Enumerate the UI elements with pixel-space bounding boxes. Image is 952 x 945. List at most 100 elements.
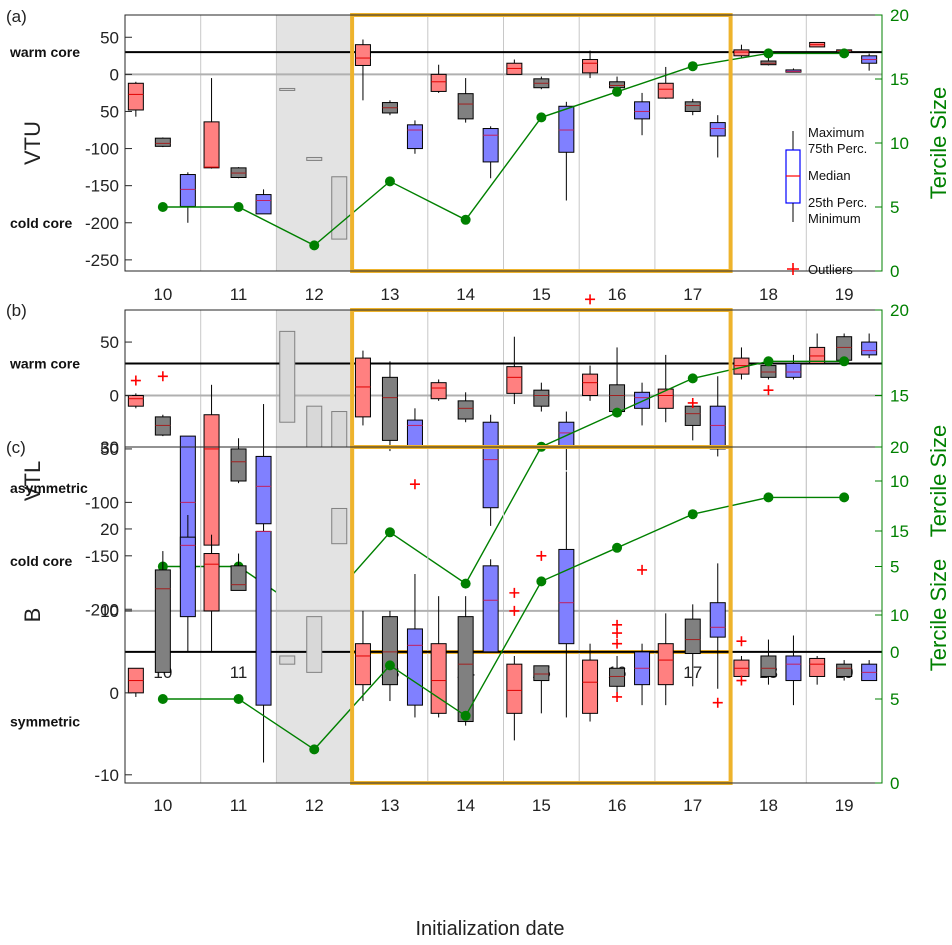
box-t2 [154,137,171,147]
outlier-marker [637,564,648,575]
y-tick-label: -10 [94,766,119,785]
box-t2 [609,667,626,687]
legend-p25: 25th Perc. [808,195,867,210]
y2-tick-label: 5 [890,558,899,577]
outlier-marker [736,636,747,647]
box-t3 [482,565,499,653]
y-axis-label: VTU [20,121,45,165]
y2-axis-label: Tercile Size [926,425,951,537]
x-tick-label: 11 [230,796,248,815]
core-annotation: asymmetric [10,480,88,496]
y-axis-label: VTL [20,461,45,501]
tercile-size-point [839,48,850,59]
box-t3 [785,655,802,682]
legend-p75: 75th Perc. [808,141,867,156]
y-axis-label: B [20,608,45,623]
legend-maximum: Maximum [808,125,864,140]
outlier-marker [612,628,623,639]
x-tick-label: 10 [153,285,172,304]
box-t3 [558,105,575,153]
tercile-size-point [233,694,244,704]
y2-tick-label: 10 [890,472,909,491]
box-t1 [354,44,371,66]
outlier-marker [763,385,774,396]
box-t3 [255,194,272,215]
box-t3 [785,362,802,378]
box-t3 [634,101,651,120]
box-t1 [430,73,447,92]
x-tick-label: 10 [153,796,172,815]
box-t1 [430,643,447,714]
x-tick-label: 18 [759,285,778,304]
box-t2 [609,384,626,413]
box-t1 [279,87,296,91]
box-t1 [506,366,523,394]
box-t1 [430,382,447,400]
tercile-size-point [612,542,623,553]
box-t3 [406,628,423,706]
tercile-size-point [763,492,774,503]
y-tick-label: -150 [85,547,119,566]
box-t2 [836,663,853,677]
box-t1 [657,388,674,409]
box-t2 [381,616,398,686]
panel-tag: (b) [6,301,27,320]
box-t3 [482,421,499,509]
y-tick-label: -100 [85,493,119,512]
tercile-size-point [384,176,395,187]
tercile-size-point [536,112,547,123]
x-tick-label: 19 [835,285,854,304]
tercile-size-point [612,407,623,418]
y2-tick-label: 5 [890,690,899,709]
box-t1 [354,643,371,686]
box-t3 [179,174,196,207]
y-tick-label: 10 [100,602,119,621]
box-t2 [760,655,777,677]
x-tick-label: 11 [230,663,248,682]
tercile-size-point [612,86,623,97]
x-tick-label: 14 [456,796,475,815]
box-t2 [457,616,474,723]
box-t2 [154,416,171,436]
x-tick-label: 17 [683,796,702,815]
box-t1 [127,82,144,111]
y2-tick-label: 10 [890,134,909,153]
box-t1 [809,657,826,677]
box-t1 [506,663,523,714]
x-tick-label: 16 [608,796,627,815]
panel-tag: (a) [6,7,27,26]
box-t2 [306,156,323,161]
legend-minimum: Minimum [808,211,861,226]
y2-tick-label: 10 [890,606,909,625]
y-tick-label: 30 [100,438,119,457]
y2-tick-label: 5 [890,198,899,217]
box-t1 [279,655,296,665]
box-t2 [457,400,474,420]
tercile-size-point [839,356,850,367]
tercile-size-point [460,710,471,721]
outlier-marker [536,550,547,561]
x-axis-label: Initialization date [416,918,565,940]
y-tick-label: -200 [85,600,119,619]
box-t3 [255,530,272,706]
y2-tick-label: 20 [890,301,909,320]
box-t3 [406,124,423,150]
outlier-marker [157,371,168,382]
y2-tick-label: 15 [890,70,909,89]
core-annotation: cold core [10,215,72,231]
tercile-size-point [687,61,698,72]
tercile-size-point [384,660,395,671]
box-t1 [354,357,371,418]
outlier-marker [130,375,141,386]
box-t3 [709,602,726,638]
x-tick-label: 13 [380,285,399,304]
y2-tick-label: 15 [890,522,909,541]
y-tick-label: -100 [85,140,119,159]
box-t1 [203,553,220,612]
y2-axis-label: Tercile Size [926,87,951,199]
x-tick-label: 12 [305,285,324,304]
box-t2 [306,616,323,673]
y2-tick-label: 0 [890,262,899,281]
panel-tag: (c) [6,438,26,457]
